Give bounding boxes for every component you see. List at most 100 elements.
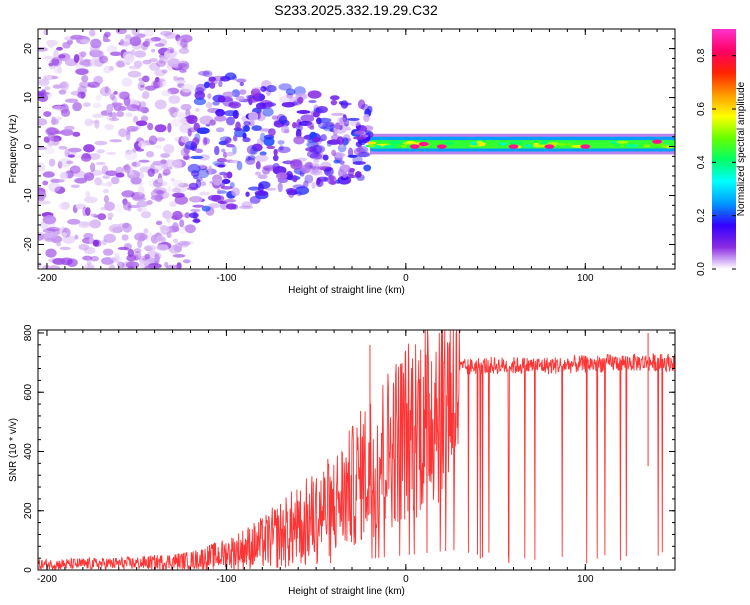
spectral-blob [218, 80, 223, 88]
spectral-blob [43, 54, 51, 62]
spectral-blob [189, 212, 199, 219]
snr-y-tick-label: 600 [23, 383, 34, 400]
spectral-blob [115, 166, 124, 175]
spectral-blob [167, 122, 172, 133]
spectral-blob [65, 151, 77, 155]
spectral-blob [317, 117, 332, 123]
spectral-blob [192, 174, 199, 180]
spectral-blob [333, 152, 346, 158]
spectral-blob [202, 136, 208, 146]
snr-plot [38, 330, 675, 570]
spectral-blob [326, 174, 337, 185]
spectral-blob [58, 89, 67, 95]
spectral-blob [290, 159, 303, 170]
spectral-blob [50, 179, 65, 183]
spectral-blob [180, 147, 190, 157]
spectral-blob [312, 111, 320, 118]
spectral-blob [121, 77, 133, 87]
spectral-blob [42, 215, 57, 225]
spectral-blob [92, 239, 100, 247]
spectral-blob [198, 191, 210, 196]
spectral-blob [128, 171, 134, 176]
spectral-blob [71, 170, 86, 178]
spectral-blob [254, 190, 269, 196]
band-blob [476, 140, 483, 144]
spectral-blob [205, 102, 213, 109]
spectral-blob [247, 155, 256, 161]
spectrogram-y-tick-label: 10 [23, 92, 34, 104]
spectral-blob [184, 224, 196, 234]
spectral-blob [116, 60, 125, 68]
spectral-blob [140, 115, 149, 122]
spectral-blob [160, 153, 171, 158]
spectral-blob [221, 178, 231, 184]
spectral-blob [83, 172, 95, 181]
spectral-blob [208, 165, 213, 175]
spectral-blob [117, 91, 129, 100]
band-blob [484, 145, 496, 149]
spectral-blob [175, 79, 187, 84]
spectral-blob [306, 161, 313, 166]
spectral-blob [127, 169, 141, 180]
spectral-blob [279, 145, 284, 151]
spectral-blob [198, 154, 210, 161]
spectral-blob [353, 136, 367, 140]
spectral-blob [132, 196, 146, 202]
spectral-blob [133, 248, 142, 253]
spectrogram-x-axis-label: Height of straight line (km) [288, 285, 405, 296]
spectrogram-frame [37, 28, 676, 270]
spectral-blob [311, 166, 319, 174]
spectral-blob [90, 213, 98, 217]
spectral-peak [580, 144, 591, 149]
spectral-blob [193, 97, 206, 106]
spectral-blob [77, 51, 84, 62]
colorbar-tick-label: 0.2 [696, 208, 707, 222]
spectral-blob [197, 168, 210, 179]
colorbar-label: Normalized spectral amplitude [736, 81, 747, 216]
spectral-blob [203, 137, 210, 145]
spectral-blob [300, 114, 315, 123]
spectral-blob [114, 252, 120, 261]
spectral-blob [146, 200, 153, 205]
spectral-blob [106, 151, 116, 155]
spectral-blob [144, 38, 150, 44]
spectral-blob [276, 172, 288, 180]
spectral-blob [223, 110, 238, 117]
spectral-blob [255, 171, 261, 176]
spectral-blob [357, 99, 366, 110]
spectral-blob [143, 244, 157, 252]
spectral-blob [99, 55, 109, 64]
spectral-blob [315, 178, 324, 188]
spectral-blob [154, 43, 165, 47]
spectral-blob [90, 162, 96, 173]
spectral-blob [136, 171, 145, 180]
band-blob [443, 141, 456, 145]
spectral-blob [172, 210, 183, 221]
spectral-blob [59, 82, 68, 89]
spectral-blob [38, 142, 43, 146]
spectral-blob [137, 81, 146, 91]
spectral-blob [75, 203, 87, 210]
spectral-blob [265, 187, 277, 191]
spectral-blob [59, 171, 69, 180]
spectral-blob [44, 147, 55, 155]
spectral-blob [93, 75, 104, 85]
spectral-blob [75, 68, 89, 75]
spectral-blob [119, 38, 125, 46]
spectral-blob [64, 125, 75, 131]
spectral-blob [313, 159, 320, 163]
spectral-blob [103, 233, 116, 244]
spectral-blob [195, 108, 200, 112]
spectral-blob [285, 170, 294, 181]
spectral-blob [154, 144, 162, 149]
colorbar-tick-label: 0.6 [696, 102, 707, 116]
spectral-blob [148, 135, 158, 146]
spectral-blob [138, 159, 150, 163]
band-blob [367, 141, 377, 145]
spectral-blob [362, 125, 374, 132]
spectral-blob [268, 128, 276, 137]
spectral-blob [149, 58, 158, 63]
spectral-blob [277, 140, 285, 145]
spectral-blob [311, 182, 316, 189]
